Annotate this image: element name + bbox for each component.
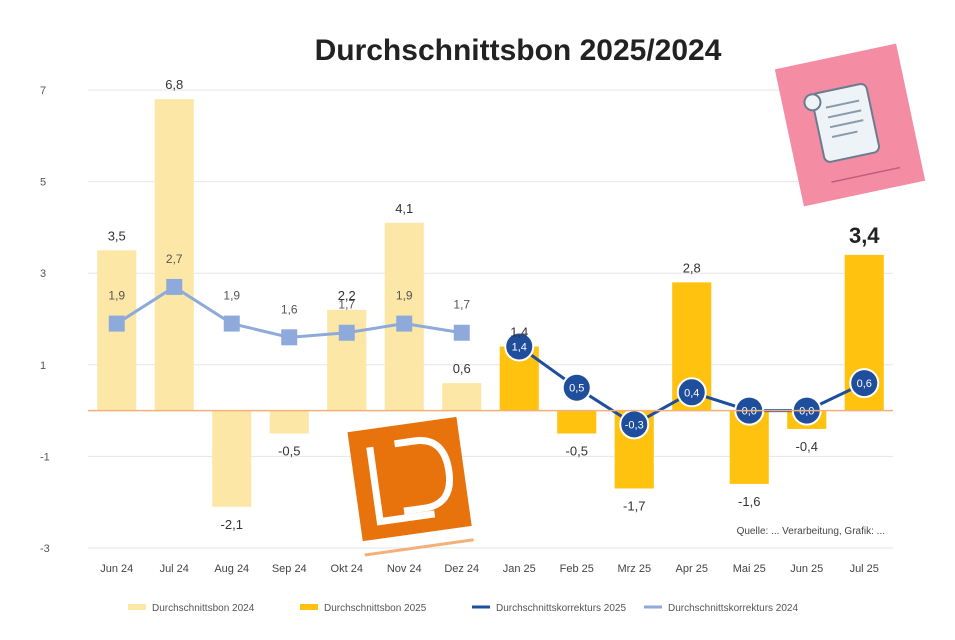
bar-data-label: -0,4 [796,439,818,454]
bar [154,99,194,411]
y-tick-label: -1 [40,451,50,463]
y-tick-label: 1 [40,360,46,372]
bar-data-label: 1,4 [510,324,528,339]
x-tick-label: Nov 24 [387,563,422,575]
y-tick-label: -3 [40,543,50,555]
bar-data-label: 3,5 [108,228,126,243]
source-note: Quelle: ... Verarbeitung, Grafik: ... [737,526,885,537]
line-data-label: 0,6 [857,378,872,390]
line-data-label: 0,0 [799,406,814,418]
bar-data-label: -0,5 [278,444,300,459]
axis-layer: -3 -1 1 3 5 7 Jun 24 Jul 24 Aug 24 Sep 24 Okt 24 No… [40,85,893,575]
x-tick-label: Sep 24 [272,563,307,575]
x-tick-label: Jul 25 [850,563,879,575]
line-point [108,315,125,332]
bar-data-label: 3,4 [849,223,880,248]
x-tick-label: Jun 25 [790,563,823,575]
line-point [166,278,183,295]
bar-data-label: -1,6 [738,494,760,509]
bar-data-label: 2,2 [338,288,356,303]
chart-title: Durchschnittsbon 2025/2024 [315,34,722,67]
line-data-label: 0,4 [684,387,699,399]
line-data-label: 1,6 [281,302,298,316]
line-point [676,377,707,408]
line-data-label: 1,9 [396,289,413,303]
line-data-label: 0,0 [742,406,757,418]
x-tick-label: Apr 25 [676,563,708,575]
line-point [223,315,240,332]
line-point [338,324,355,341]
x-tick-label: Okt 24 [331,563,363,575]
line-point [561,372,592,403]
line-data-label: -0,3 [625,419,644,431]
label-layer: 3,5 6,8 -2,1 -0,5 2,2 4,1 0,6 1,4 -0,5 -1,7 2,8 -1,… [108,77,881,532]
legend: Durchschnittsbon 2024 Durchschnittsbon 20… [128,603,798,614]
line-point [504,331,535,362]
line-data-label: 1,9 [108,289,125,303]
x-tick-label: Dez 24 [444,563,479,575]
bar-data-label: -1,7 [623,498,645,513]
bar [442,383,482,411]
line-data-label: 1,7 [453,298,470,312]
bar-data-label: 4,1 [395,201,413,216]
line-point [453,324,470,341]
x-tick-label: Aug 24 [214,563,249,575]
bar-layer [97,99,884,507]
receipt-sticker [774,43,926,207]
legend-swatch [128,604,146,610]
y-tick-label: 5 [40,177,46,189]
bar [269,410,309,434]
ld-logo [347,416,474,557]
line-point [396,315,413,332]
x-tick-label: Mai 25 [733,563,766,575]
x-tick-label: Mrz 25 [617,563,651,575]
legend-label: Durchschnittskorrekturs 2025 [496,603,626,614]
receipt-scroll-icon [803,82,901,183]
x-tick-label: Jul 24 [160,563,189,575]
legend-swatch [300,604,318,610]
line-data-label: 2,7 [166,252,183,266]
line-data-label: 1,9 [223,289,240,303]
line-point [849,368,880,399]
line-data-label: 0,5 [569,383,584,395]
x-tick-label: Jan 25 [503,563,536,575]
y-tick-label: 3 [40,268,46,280]
bar-data-label: -0,5 [566,444,588,459]
legend-label: Durchschnittsbon 2025 [324,603,427,614]
x-tick-label: Jun 24 [100,563,133,575]
grid-layer [88,89,893,549]
line-layer [108,278,880,440]
x-tick-label: Feb 25 [560,563,594,575]
legend-label: Durchschnittskorrekturs 2024 [668,603,798,614]
bar [557,410,597,434]
bar-data-label: 6,8 [165,77,183,92]
y-tick-label: 7 [40,85,46,97]
bar-data-label: -2,1 [221,517,243,532]
bar-data-label: 0,6 [453,361,471,376]
bar [212,410,252,507]
line-data-label: 1,4 [512,341,527,353]
bar-data-label: 2,8 [683,260,701,275]
line-point [281,329,298,346]
legend-label: Durchschnittsbon 2024 [152,603,255,614]
line-data-label: 1,7 [338,298,355,312]
